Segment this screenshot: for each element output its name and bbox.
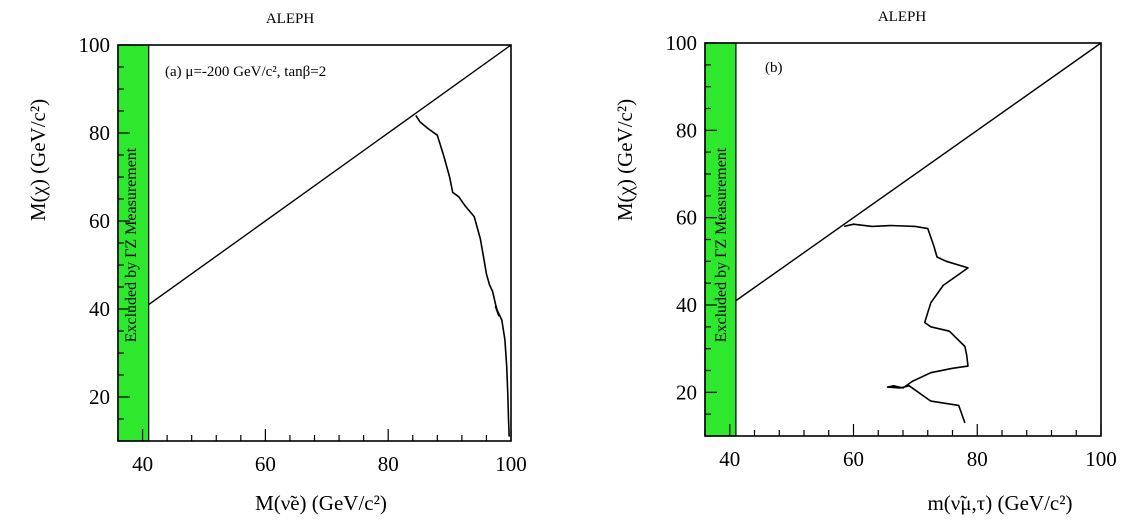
x-tick-label: 40: [719, 447, 740, 471]
plot-area: Excluded by ΓZ Measurement 40 60 80 100 20 40 6…: [79, 33, 527, 476]
x-tick-label: 40: [132, 452, 153, 476]
chart-title: ALEPH: [266, 11, 315, 27]
y-tick-label: 100: [79, 33, 111, 57]
kinematic-limit-line: [148, 44, 512, 306]
y-tick-label: 80: [89, 121, 110, 145]
x-tick-label: 80: [378, 452, 399, 476]
y-axis-label: M(χ) (GeV/c²): [613, 99, 637, 221]
panel-b: ALEPH Excluded by ΓZ Measurement 40 60 80 10…: [613, 9, 1117, 515]
y-axis-label: M(χ) (GeV/c²): [26, 99, 50, 221]
x-axis-label: M(ν̃e) (GeV/c²): [255, 491, 387, 515]
x-tick-label: 60: [255, 452, 276, 476]
exclusion-contour: [844, 223, 969, 424]
x-tick-label: 100: [1085, 447, 1117, 471]
excluded-band-label: Excluded by ΓZ Measurement: [123, 147, 140, 342]
y-tick-label: 60: [89, 209, 110, 233]
y-tick-label: 100: [666, 31, 698, 55]
y-tick-label: 60: [676, 206, 697, 230]
y-tick-label: 40: [89, 297, 110, 321]
plot-frame: [704, 42, 1102, 437]
x-tick-label: 60: [843, 447, 864, 471]
x-tick-label: 80: [967, 447, 988, 471]
panel-annotation: (a) μ=-200 GeV/c², tanβ=2: [165, 64, 326, 80]
y-tick-label: 40: [676, 293, 697, 317]
y-tick-label: 20: [676, 380, 697, 404]
y-tick-label: 20: [89, 385, 110, 409]
excluded-band-label: Excluded by ΓZ Measurement: [713, 147, 730, 342]
x-tick-label: 100: [495, 452, 527, 476]
exclusion-contour: [415, 114, 510, 437]
y-tick-label: 80: [676, 118, 697, 142]
plot-area: Excluded by ΓZ Measurement 40 60 80 100 20 40 6…: [666, 31, 1117, 471]
panel-annotation: (b): [765, 60, 783, 76]
x-axis-label: m(ν̃μ,τ) (GeV/c²): [927, 491, 1072, 515]
panel-a: ALEPH Excluded by ΓZ Measurement 40 60 80 10…: [26, 11, 527, 515]
plot-frame: [117, 44, 512, 442]
kinematic-limit-line: [735, 42, 1102, 302]
chart-title: ALEPH: [878, 9, 927, 25]
